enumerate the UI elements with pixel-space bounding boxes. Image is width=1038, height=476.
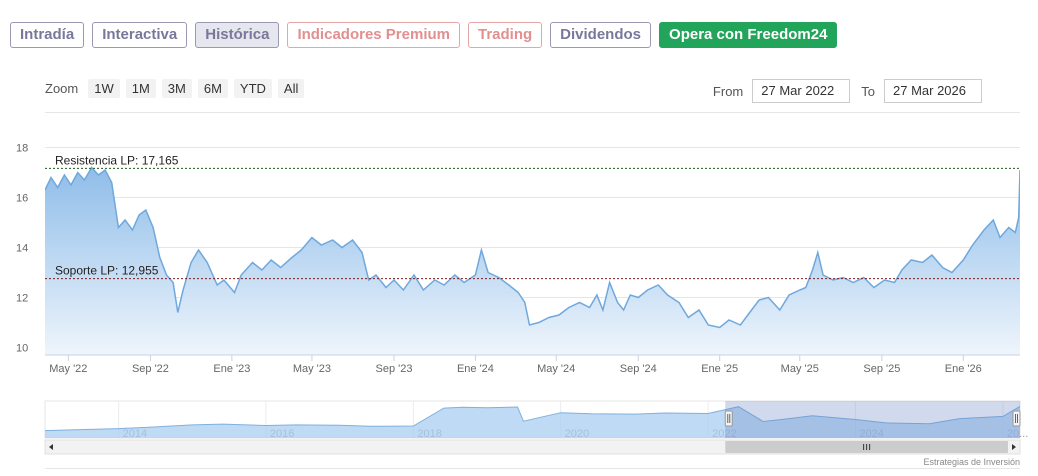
zoom-button-1m[interactable]: 1M [125, 79, 156, 98]
tab-trading[interactable]: Trading [468, 22, 543, 48]
zoom-bar: Zoom 1W 1M 3M 6M YTD All [45, 79, 305, 98]
y-tick-label: 14 [16, 243, 28, 255]
navigator-selection [725, 401, 1020, 438]
y-tick-label: 16 [16, 193, 28, 205]
x-tick-label: Ene '23 [213, 363, 250, 375]
navigator-left-handle[interactable] [724, 410, 733, 427]
zoom-button-6m[interactable]: 6M [197, 79, 228, 98]
price-area [45, 167, 1020, 355]
y-tick-label: 10 [16, 343, 28, 355]
navigator-right-handle[interactable] [1012, 410, 1021, 427]
scroll-right-arrow-icon[interactable] [1012, 444, 1016, 450]
x-tick-label: May '23 [293, 363, 331, 375]
annotation-label: Soporte LP: 12,955 [55, 264, 159, 278]
tab-opera-con-freedom24[interactable]: Opera con Freedom24 [659, 22, 838, 48]
tab-indicadores-premium[interactable]: Indicadores Premium [287, 22, 460, 48]
from-date-input[interactable]: 27 Mar 2022 [752, 79, 851, 103]
zoom-button-all[interactable]: All [277, 79, 305, 98]
tab-interactiva[interactable]: Interactiva [92, 22, 188, 48]
tab-intrad-a[interactable]: Intradía [10, 22, 85, 48]
bottom-divider [45, 468, 1020, 469]
date-range: From 27 Mar 2022 To 27 Mar 2026 [713, 79, 982, 103]
from-label: From [712, 83, 744, 99]
x-tick-label: Sep '23 [376, 363, 413, 375]
x-tick-label: Ene '24 [457, 363, 494, 375]
x-tick-label: Ene '26 [945, 363, 982, 375]
toolbar-divider [45, 112, 1020, 113]
x-tick-label: May '24 [537, 363, 575, 375]
tab-dividendos[interactable]: Dividendos [550, 22, 652, 48]
zoom-label: Zoom [45, 81, 79, 96]
navigator-line [44, 405, 1021, 432]
x-tick-label: May '22 [49, 363, 87, 375]
zoom-button-1w[interactable]: 1W [88, 79, 120, 98]
x-tick-label: Ene '25 [701, 363, 738, 375]
scroll-left-arrow-icon[interactable] [49, 444, 53, 450]
tab-hist-rica[interactable]: Histórica [195, 22, 280, 48]
zoom-button-3m[interactable]: 3M [161, 79, 192, 98]
chart-tabs: Intradía Interactiva Histórica Indicadores … [10, 22, 838, 48]
x-tick-label: Sep '25 [863, 363, 900, 375]
y-tick-label: 12 [16, 293, 28, 305]
to-label: To [861, 83, 875, 99]
navigator-area [45, 406, 1020, 438]
chart-credit: Estrategias de Inversión [923, 457, 1020, 467]
zoom-button-ytd[interactable]: YTD [233, 79, 272, 98]
y-tick-label: 18 [16, 143, 28, 155]
to-date-input[interactable]: 27 Mar 2026 [884, 79, 982, 103]
x-tick-label: May '25 [781, 363, 819, 375]
price-line [45, 166, 1020, 329]
x-tick-label: Sep '24 [620, 363, 657, 375]
x-tick-label: Sep '22 [132, 363, 169, 375]
annotation-label: Resistencia LP: 17,165 [55, 153, 179, 167]
